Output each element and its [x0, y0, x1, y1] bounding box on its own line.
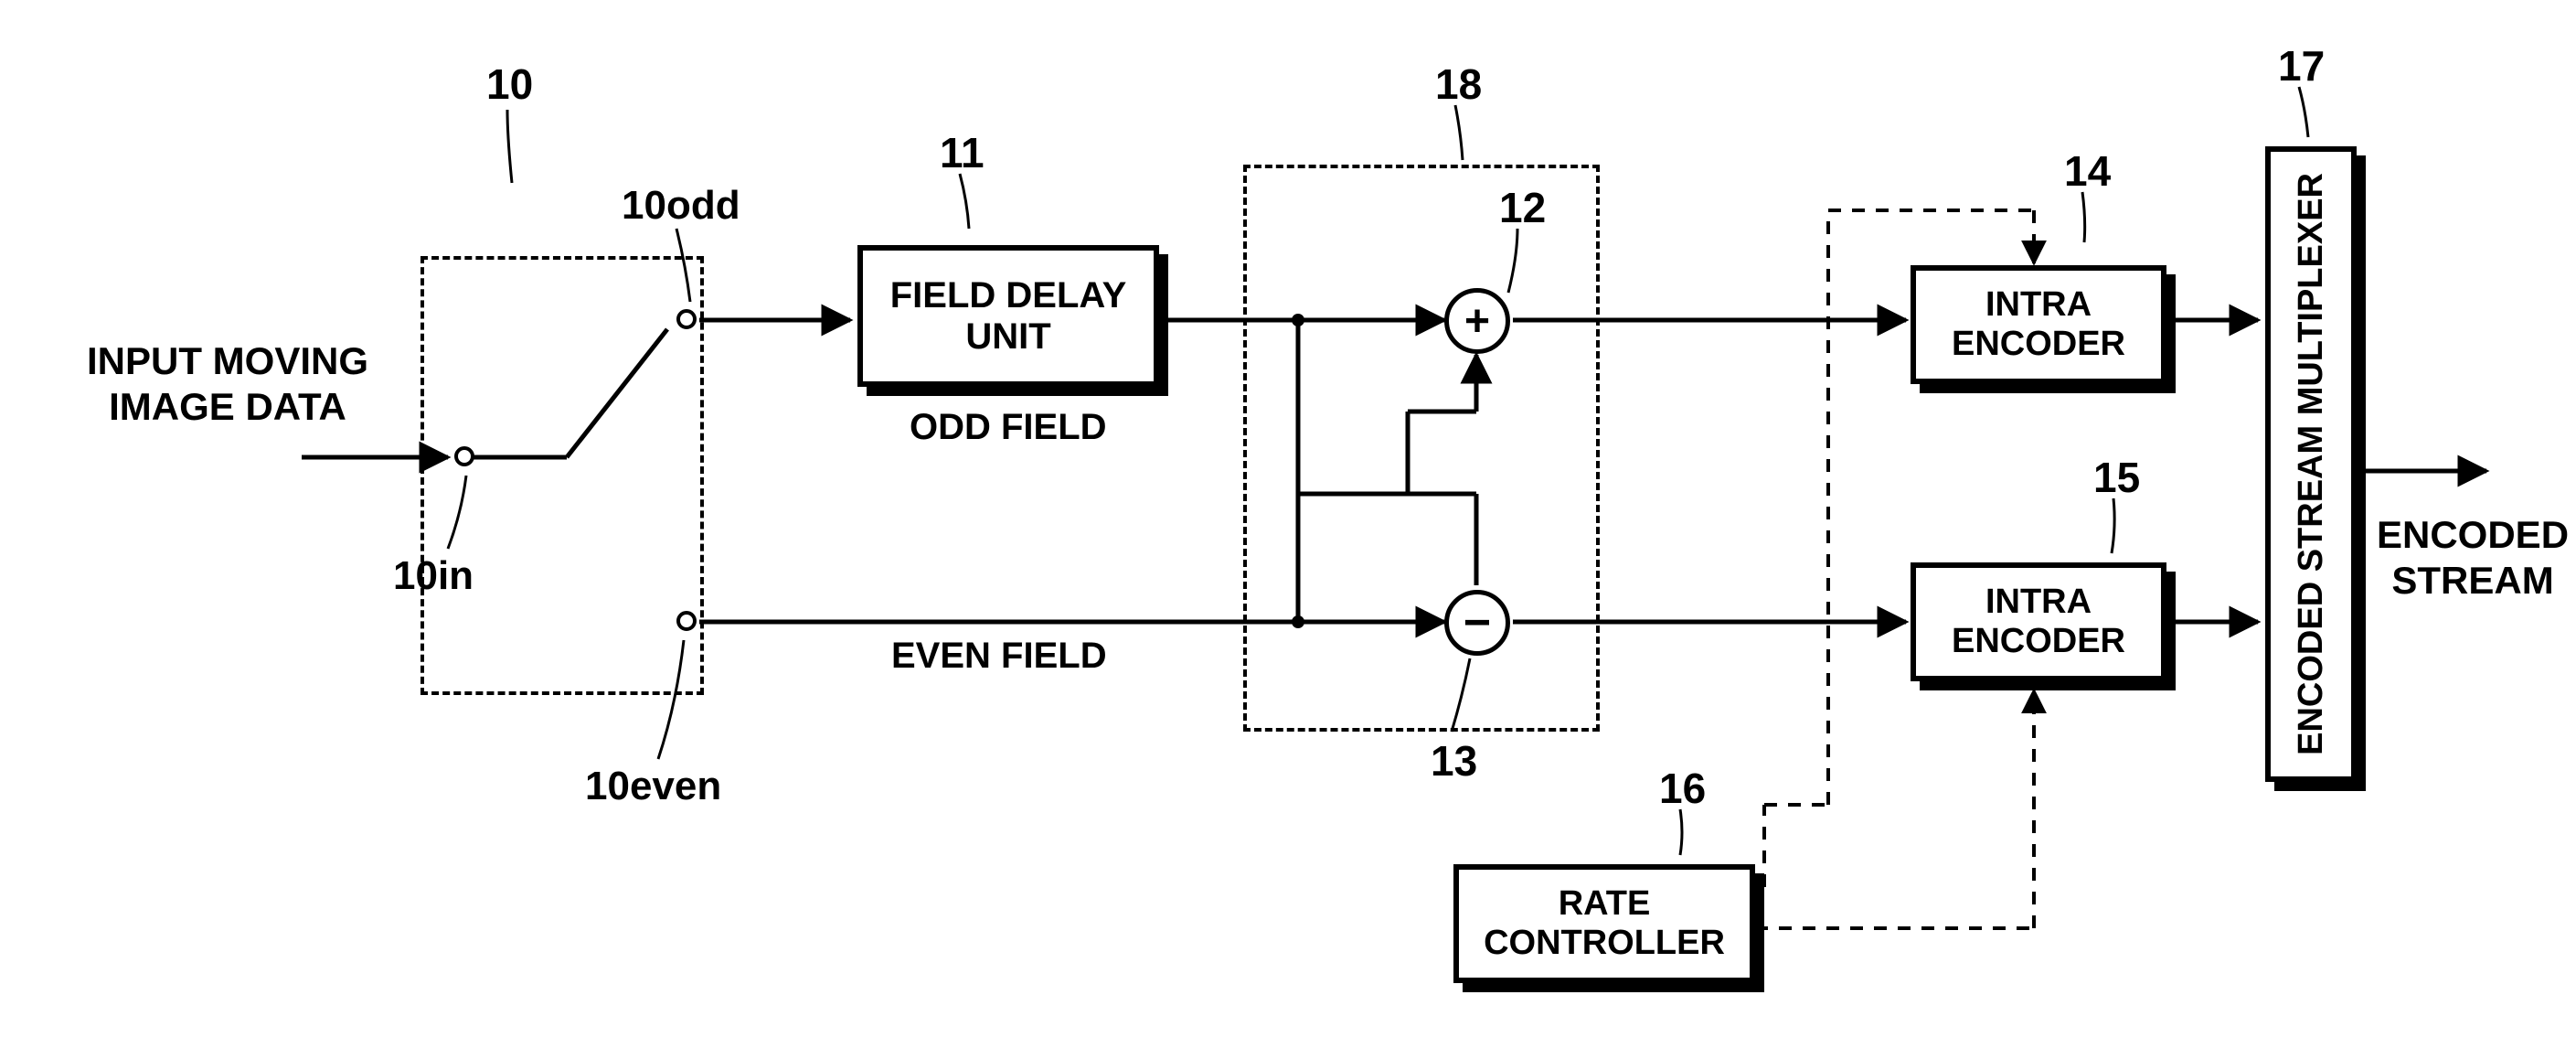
odd-field-label: ODD FIELD — [910, 407, 1107, 448]
ref-switch: 10 — [486, 59, 533, 109]
rate-label: RATE CONTROLLER — [1459, 884, 1750, 963]
encoder-bot-block: INTRA ENCODER — [1911, 562, 2166, 681]
encoder-top-label: INTRA ENCODER — [1916, 285, 2161, 364]
adder-symbol: + — [1464, 296, 1490, 347]
combine-box — [1243, 165, 1600, 732]
junction-odd — [1292, 314, 1304, 326]
switch-input-terminal — [454, 446, 474, 466]
switch-even-terminal — [676, 611, 697, 631]
encoder-top-block: INTRA ENCODER — [1911, 265, 2166, 384]
ref-delay: 11 — [940, 128, 985, 177]
ref-encoder-top: 14 — [2064, 146, 2111, 196]
field-delay-block: FIELD DELAY UNIT — [857, 245, 1159, 387]
ref-adder: 12 — [1499, 183, 1546, 232]
ref-rate: 16 — [1659, 764, 1706, 813]
encoder-bot-label: INTRA ENCODER — [1916, 583, 2161, 661]
even-field-label: EVEN FIELD — [891, 636, 1107, 677]
mux-block: ENCODED STREAM MULTIPLEXER — [2265, 146, 2357, 782]
input-label: INPUT MOVING IMAGE DATA — [87, 338, 368, 431]
ref-switch-in: 10in — [393, 553, 474, 599]
ref-switch-even: 10even — [585, 764, 721, 809]
mux-label: ENCODED STREAM MULTIPLEXER — [2292, 173, 2331, 755]
ref-mux: 17 — [2278, 41, 2325, 91]
subtractor: − — [1444, 590, 1510, 656]
output-label: ENCODED STREAM — [2377, 512, 2569, 604]
ref-subtractor: 13 — [1431, 736, 1477, 786]
switch-odd-terminal — [676, 309, 697, 329]
adder: + — [1444, 288, 1510, 354]
field-delay-label: FIELD DELAY UNIT — [863, 275, 1154, 358]
junction-even — [1292, 615, 1304, 628]
ref-combine: 18 — [1435, 59, 1482, 109]
rate-block: RATE CONTROLLER — [1453, 864, 1755, 983]
ref-switch-odd: 10odd — [622, 183, 740, 229]
ref-encoder-bot: 15 — [2093, 453, 2140, 502]
subtractor-symbol: − — [1464, 595, 1491, 650]
switch-box — [420, 256, 704, 695]
